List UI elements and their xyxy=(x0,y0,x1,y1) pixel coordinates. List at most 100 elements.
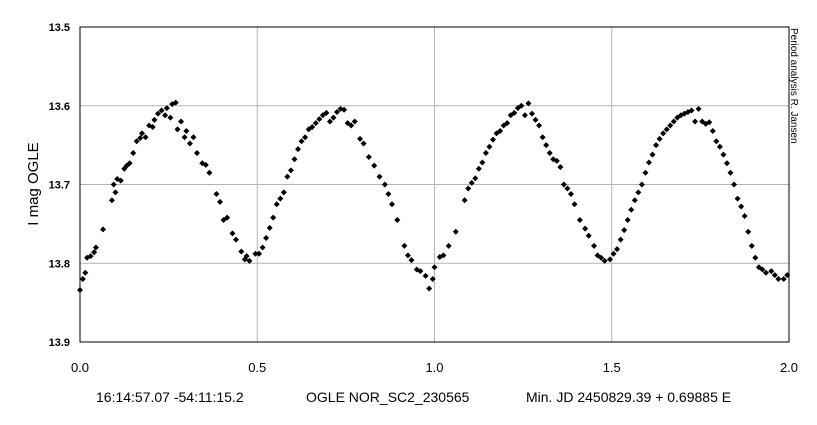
data-point xyxy=(417,268,424,275)
data-point xyxy=(312,120,319,127)
data-point xyxy=(713,138,720,145)
data-point xyxy=(323,109,330,116)
data-point xyxy=(408,257,415,264)
data-point xyxy=(653,142,660,149)
data-point xyxy=(585,232,592,239)
data-point xyxy=(486,143,493,150)
data-point xyxy=(273,201,280,208)
x-axis-tick-labels: 0.0 0.5 1.0 1.5 2.0 xyxy=(71,360,798,375)
data-point xyxy=(692,118,699,125)
data-point xyxy=(360,140,367,147)
data-point xyxy=(440,252,447,259)
data-point xyxy=(110,181,117,188)
y-tick-label: 13.9 xyxy=(49,337,70,349)
data-point xyxy=(431,264,438,271)
data-point xyxy=(298,138,305,145)
data-point xyxy=(461,197,468,204)
data-point xyxy=(142,134,149,141)
data-point xyxy=(482,150,489,156)
data-point xyxy=(252,250,259,257)
data-point xyxy=(716,143,723,150)
data-point xyxy=(172,99,179,106)
data-point xyxy=(426,285,433,292)
data-point xyxy=(576,216,583,223)
data-point xyxy=(429,276,436,282)
data-point xyxy=(137,135,144,142)
footer-ephemeris: Min. JD 2450829.39 + 0.69885 E xyxy=(526,389,732,405)
data-point xyxy=(348,122,355,129)
data-point xyxy=(92,244,99,251)
data-point xyxy=(745,228,752,235)
data-point xyxy=(158,107,165,114)
data-point xyxy=(638,181,645,188)
data-point xyxy=(277,195,284,202)
data-point xyxy=(591,242,598,249)
data-point xyxy=(263,235,270,242)
data-point xyxy=(709,127,716,134)
data-point xyxy=(479,159,486,166)
data-point xyxy=(445,242,452,249)
x-tick-label: 2.0 xyxy=(780,360,798,375)
data-point xyxy=(341,106,348,113)
y-tick-label: 13.8 xyxy=(49,258,70,270)
plot-area-frame xyxy=(79,26,790,343)
data-point xyxy=(472,175,479,182)
horizontal-gridlines xyxy=(80,105,789,264)
data-point xyxy=(376,173,383,180)
data-point xyxy=(385,190,392,197)
y-axis-tick-labels: 13.5 13.6 13.7 13.8 13.9 xyxy=(49,22,70,349)
data-point xyxy=(334,109,341,116)
data-point xyxy=(224,214,231,221)
data-point xyxy=(780,276,787,282)
data-point xyxy=(167,114,174,121)
data-point xyxy=(326,118,333,125)
data-point xyxy=(610,250,617,257)
data-point xyxy=(667,122,674,129)
data-point xyxy=(635,189,642,196)
data-point xyxy=(123,162,130,169)
data-point xyxy=(330,114,337,121)
data-point xyxy=(351,118,358,125)
data-point xyxy=(521,112,528,119)
data-point xyxy=(316,116,323,123)
data-point xyxy=(256,250,263,257)
data-points xyxy=(77,99,791,294)
data-point xyxy=(706,119,713,126)
data-point xyxy=(748,242,755,249)
data-point xyxy=(139,130,146,137)
y-tick-label: 13.7 xyxy=(49,180,70,192)
data-point xyxy=(174,126,181,133)
data-point xyxy=(759,266,766,273)
data-point xyxy=(280,189,287,196)
x-tick-label: 1.5 xyxy=(603,360,621,375)
data-point xyxy=(601,257,608,264)
data-point xyxy=(645,159,652,166)
data-point xyxy=(112,189,119,196)
data-point xyxy=(489,136,496,143)
data-point xyxy=(82,269,89,276)
y-tick-label: 13.6 xyxy=(49,101,70,113)
x-tick-label: 0.5 xyxy=(248,360,266,375)
data-point xyxy=(567,190,574,197)
data-point xyxy=(238,248,245,255)
data-point xyxy=(727,169,734,176)
data-point xyxy=(543,142,550,149)
data-point xyxy=(229,230,236,237)
data-point xyxy=(528,110,535,117)
data-point xyxy=(79,276,86,282)
data-point xyxy=(365,153,372,160)
data-point xyxy=(497,127,504,134)
data-point xyxy=(775,276,782,282)
data-point xyxy=(723,160,730,167)
data-point xyxy=(181,134,188,141)
data-point xyxy=(270,214,277,221)
data-point xyxy=(695,105,702,112)
data-point xyxy=(266,224,273,231)
data-point xyxy=(404,252,411,259)
data-point xyxy=(771,272,778,279)
data-point xyxy=(564,185,571,192)
data-point xyxy=(536,122,543,129)
data-point xyxy=(193,150,200,156)
data-point xyxy=(87,253,94,260)
